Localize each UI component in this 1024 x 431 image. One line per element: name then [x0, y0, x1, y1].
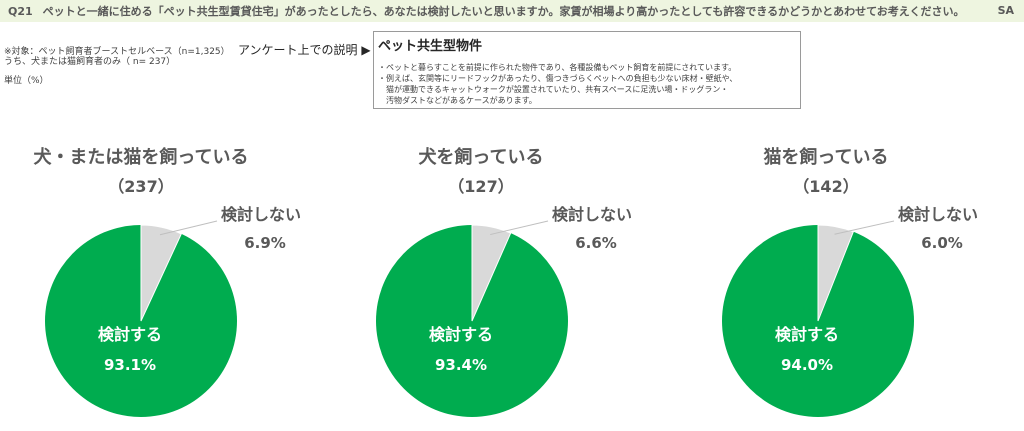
pie-slice-not-consider [471, 224, 512, 322]
definition-line: ・例えば、玄関等にリードフックがあったり、傷つきづらくペットへの負担も少ない床材… [378, 74, 738, 83]
question-number: Q21 [8, 4, 33, 18]
leader-line [834, 220, 895, 235]
definition-line: ・ペットと暮らすことを前提に作られた物件であり、各種設備もペット飼育を前提にされ… [378, 63, 737, 72]
question-header: Q21 ペットと一緒に住める「ペット共生型賃貸住宅」があったとしたら、あなたは検… [0, 0, 1024, 22]
slice-label: 検討しない [898, 205, 978, 224]
pie-slice-not-consider [817, 224, 854, 322]
subset-note: うち、犬または猫飼育者のみ（ n= 237） [4, 57, 176, 67]
definition-line: 猫が運動できるキャットウォークが設置されていたり、共有スペースに足洗い場・ドッグ… [378, 85, 729, 94]
definition-box: ペット共生型物件 ・ペットと暮らすことを前提に作られた物件であり、各種設備もペッ… [373, 31, 801, 109]
chart-sample-size: （237） [108, 177, 173, 196]
slice-label: 検討する [429, 325, 493, 344]
slice-value: 93.1% [104, 356, 156, 374]
chart-title: 犬・または猫を飼っている [33, 146, 248, 168]
pie-slice-not-consider [140, 224, 182, 322]
slice-value: 6.9% [244, 234, 286, 252]
chart-title: 猫を飼っている [763, 146, 888, 168]
slice-value: 94.0% [781, 356, 833, 374]
chart-sample-size: （142） [793, 177, 858, 196]
question-text: ペットと一緒に住める「ペット共生型賃貸住宅」があったとしたら、あなたは検討したい… [42, 5, 965, 18]
leader-line [490, 220, 549, 236]
leader-line [159, 220, 218, 236]
chart-sample-size: （127） [448, 177, 513, 196]
slice-label: 検討する [775, 325, 839, 344]
slice-value: 6.0% [921, 234, 963, 252]
slice-label: 検討する [98, 325, 162, 344]
slice-label: 検討しない [221, 205, 301, 224]
slice-label: 検討しない [552, 205, 632, 224]
survey-description-label: アンケート上での説明 ▶ [238, 43, 371, 57]
definition-line: 汚物ダストなどがあるケースがあります。 [378, 96, 537, 105]
answer-type-badge: SA [997, 4, 1014, 17]
slice-value: 93.4% [435, 356, 487, 374]
definition-lines: ・ペットと暮らすことを前提に作られた物件であり、各種設備もペット飼育を前提にされ… [378, 62, 737, 106]
definition-title: ペット共生型物件 [378, 39, 483, 54]
unit-note: 単位（%） [4, 76, 49, 86]
target-note: ※対象：ペット飼育者ブーストセルベース（n=1,325） [4, 47, 230, 57]
chart-title: 犬を飼っている [418, 146, 543, 168]
slice-value: 6.6% [575, 234, 617, 252]
